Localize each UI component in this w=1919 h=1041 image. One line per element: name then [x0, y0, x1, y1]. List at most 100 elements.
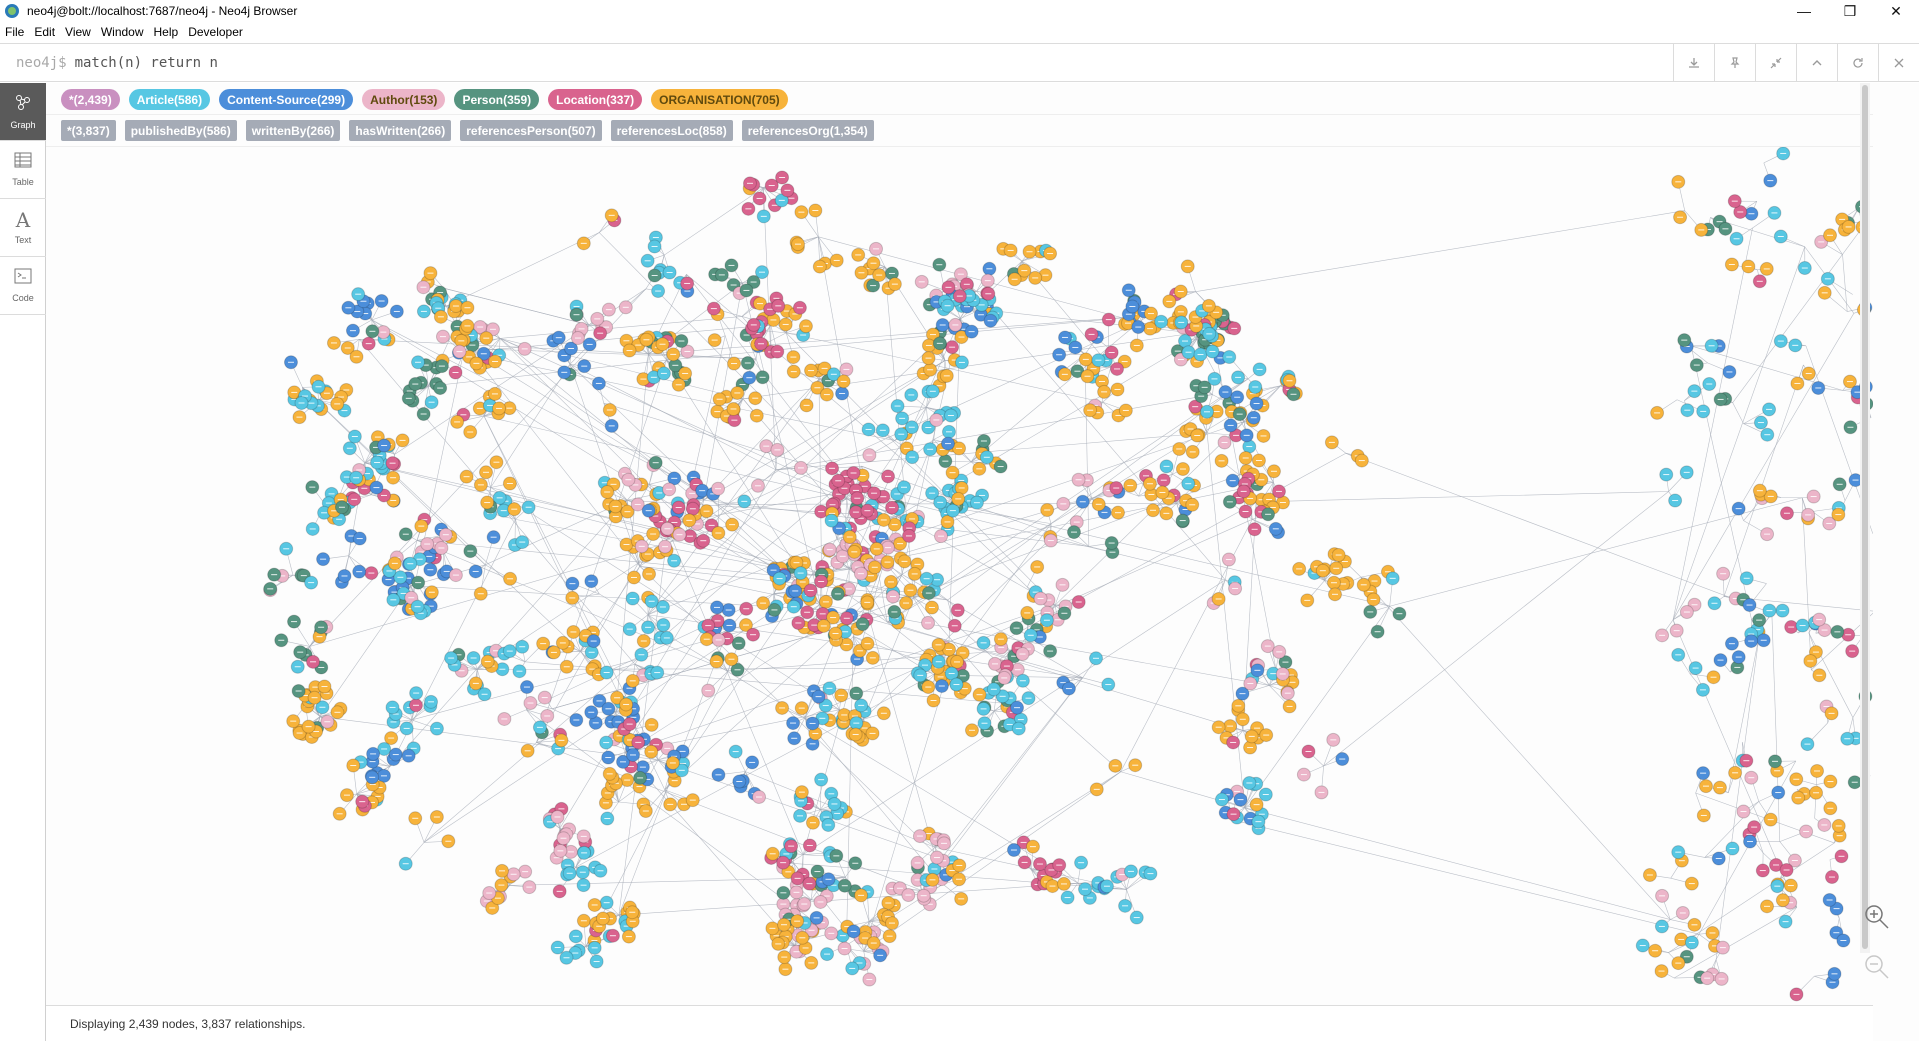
- close-window-icon[interactable]: ✕: [1890, 2, 1902, 19]
- label-pill-organisation[interactable]: ORGANISATION(705): [651, 89, 788, 110]
- relationship-edge: [853, 489, 1226, 581]
- label-pill-location[interactable]: Location(337): [548, 89, 643, 110]
- legend-divider-bottom: [46, 146, 1873, 147]
- relationship-edge: [1710, 217, 1805, 248]
- menu-window[interactable]: Window: [100, 25, 144, 39]
- relationship-edge: [1389, 497, 1803, 607]
- relationship-edge: [1672, 227, 1753, 620]
- relationship-edge: [1360, 576, 1671, 920]
- relationship-edge: [921, 677, 1083, 891]
- relationship-edge: [1801, 497, 1812, 670]
- relationship-edge: [1732, 402, 1744, 424]
- rel-pill-all[interactable]: *(3,837): [61, 120, 116, 141]
- relationship-edge: [618, 882, 1078, 916]
- label-pill-article[interactable]: Article(586): [128, 89, 211, 110]
- text-icon: A: [15, 208, 31, 232]
- view-code-label: Code: [12, 293, 34, 303]
- view-graph-button[interactable]: Graph: [0, 83, 46, 141]
- graph-visualization[interactable]: [46, 147, 1873, 1002]
- relationship-edge: [411, 609, 823, 721]
- view-table-label: Table: [12, 177, 34, 187]
- view-table-button[interactable]: Table: [0, 141, 46, 199]
- relationship-edge: [648, 315, 1144, 355]
- relationship-edge: [647, 378, 820, 615]
- node-label-legend: *(2,439) Article(586) Content-Source(299…: [61, 89, 788, 110]
- relationship-edge: [1673, 906, 1797, 979]
- code-icon: [14, 268, 32, 288]
- menu-developer[interactable]: Developer: [188, 25, 243, 39]
- relationship-edge: [599, 232, 855, 491]
- relationship-edge: [389, 499, 628, 767]
- relationship-edge: [1323, 491, 1669, 767]
- graph-canvas[interactable]: [46, 147, 1873, 1002]
- label-pill-person[interactable]: Person(359): [454, 89, 540, 110]
- graph-icon: [14, 93, 32, 115]
- relationship-edge: [1244, 606, 1390, 808]
- relationship-edge: [763, 187, 777, 470]
- minimize-icon[interactable]: —: [1797, 3, 1811, 19]
- relationship-edge: [802, 516, 897, 855]
- relationship-edge: [775, 432, 1208, 471]
- relationship-edge: [499, 338, 744, 400]
- relationship-edge: [559, 469, 777, 829]
- menu-edit[interactable]: Edit: [34, 25, 56, 39]
- restore-icon[interactable]: ❒: [1843, 2, 1857, 19]
- rel-pill-references-loc[interactable]: referencesLoc(858): [610, 120, 733, 141]
- relationship-edge: [664, 187, 764, 256]
- result-frame: *(2,439) Article(586) Content-Source(299…: [46, 83, 1919, 1041]
- relationship-edge: [477, 667, 946, 670]
- relationship-edge: [490, 487, 840, 711]
- rel-pill-has-written[interactable]: hasWritten(266): [349, 120, 452, 141]
- menu-view[interactable]: View: [65, 25, 91, 39]
- relationship-edge: [947, 523, 1052, 601]
- chevron-up-icon[interactable]: [1796, 44, 1837, 82]
- query-text[interactable]: match(n) return n: [74, 54, 218, 71]
- relationship-edge: [863, 771, 1121, 952]
- query-editor[interactable]: neo4j$ match(n) return n: [0, 43, 1919, 82]
- view-sidebar: Graph Table A Text Code: [0, 83, 46, 1041]
- relationship-edge: [536, 360, 667, 743]
- relationship-edge: [499, 316, 742, 339]
- relationship-edge: [664, 574, 903, 791]
- rel-pill-published-by[interactable]: publishedBy(586): [124, 120, 237, 141]
- relationship-edge: [1672, 313, 1855, 620]
- rel-pill-written-by[interactable]: writtenBy(266): [245, 120, 341, 141]
- relationship-edge: [1084, 354, 1090, 547]
- relationship-edge: [1668, 842, 1835, 953]
- relationship-edge: [1672, 246, 1806, 620]
- view-code-button[interactable]: Code: [0, 257, 46, 315]
- rel-pill-references-person[interactable]: referencesPerson(507): [460, 120, 602, 141]
- relationship-edge: [320, 716, 659, 761]
- rel-pill-references-org[interactable]: referencesOrg(1,354): [741, 120, 874, 141]
- window-controls: — ❒ ✕: [1781, 0, 1919, 22]
- view-text-label: Text: [14, 235, 32, 245]
- label-pill-all[interactable]: *(2,439): [61, 89, 120, 110]
- relationship-edge: [870, 421, 1245, 549]
- view-text-button[interactable]: A Text: [0, 199, 46, 257]
- window-title: neo4j@bolt://localhost:7687/neo4j - Neo4…: [27, 4, 298, 18]
- menu-help[interactable]: Help: [153, 25, 179, 39]
- relationship-edge: [666, 315, 1144, 361]
- close-icon[interactable]: [1878, 44, 1919, 82]
- menu-file[interactable]: File: [5, 25, 25, 39]
- relationship-edge: [1345, 452, 1772, 614]
- label-pill-content-source[interactable]: Content-Source(299): [219, 89, 354, 110]
- relationship-edge: [624, 604, 1056, 753]
- pin-icon[interactable]: [1714, 44, 1755, 82]
- relationship-edge: [869, 618, 1083, 679]
- relationship-edge: [485, 499, 628, 566]
- label-pill-author[interactable]: Author(153): [362, 89, 446, 110]
- relationship-edge: [490, 363, 571, 488]
- relationship-edge: [364, 462, 659, 529]
- relationship-edge: [364, 462, 812, 576]
- menu-bar: File Edit View Window Help Developer: [0, 22, 1919, 42]
- relationship-edge: [1771, 613, 1781, 842]
- title-bar: neo4j@bolt://localhost:7687/neo4j - Neo4…: [0, 0, 1919, 22]
- relationship-edge: [1732, 222, 1867, 403]
- collapse-icon[interactable]: [1755, 44, 1796, 82]
- refresh-icon[interactable]: [1837, 44, 1878, 82]
- relationship-edge: [428, 359, 667, 387]
- relationship-edge: [846, 636, 854, 946]
- download-icon[interactable]: [1673, 44, 1714, 82]
- relationship-edge: [416, 540, 729, 672]
